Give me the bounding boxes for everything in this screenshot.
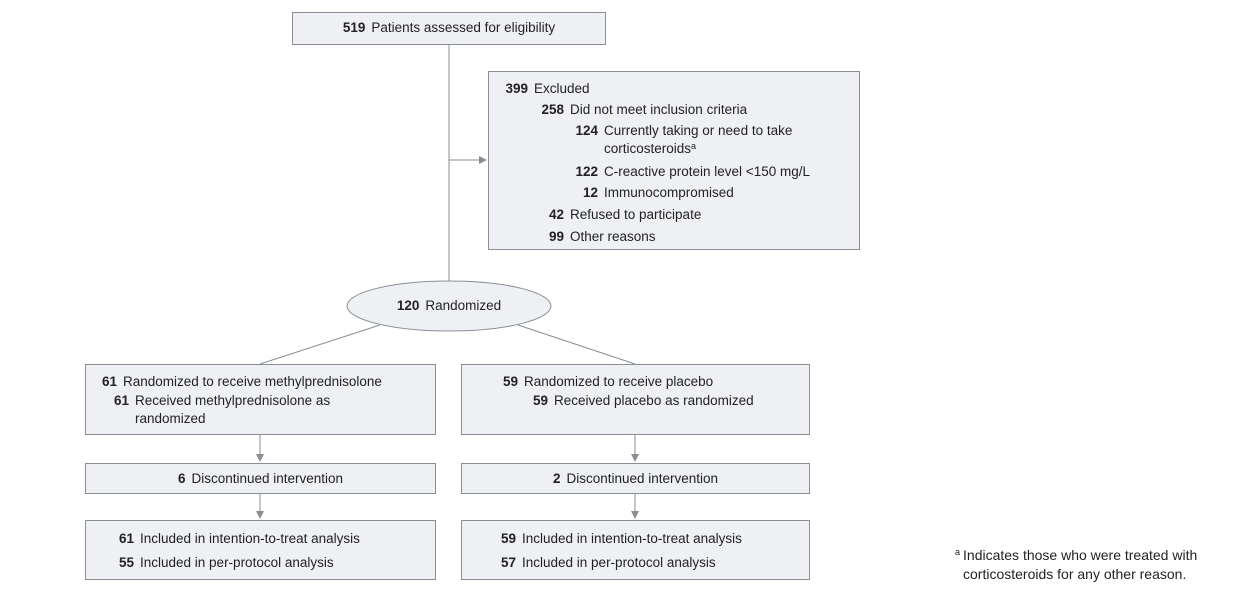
excluded-row: 399 Excluded <box>498 80 590 98</box>
discontinued-row: 2 Discontinued intervention <box>461 470 810 488</box>
label: Discontinued intervention <box>191 471 344 486</box>
count: 6 <box>177 471 186 486</box>
excluded-row: 258 Did not meet inclusion criteria <box>534 101 747 119</box>
assessed-row: 519 Patients assessed for eligibility <box>292 19 606 37</box>
count: 57 <box>500 555 516 570</box>
count: 399 <box>505 81 528 96</box>
label-text: Currently taking or need to take cortico… <box>604 123 793 156</box>
excluded-box <box>488 71 860 250</box>
footnote-mark: a <box>955 547 961 557</box>
analysis-box <box>85 520 436 580</box>
label: Patients assessed for eligibility <box>371 20 556 35</box>
footnote-text: Indicates those who were treated with co… <box>963 547 1198 582</box>
label: C-reactive protein level <150 mg/L <box>604 164 810 179</box>
count: 59 <box>500 531 516 546</box>
connector <box>259 324 381 365</box>
footnote-mark: a <box>691 141 697 151</box>
allocation-box <box>85 364 436 435</box>
excluded-row: 124 Currently taking or need to take cort… <box>568 122 819 158</box>
allocation-row: 61 Received methylprednisolone as randomi… <box>107 392 335 428</box>
assessed-box <box>292 12 606 45</box>
label: Immunocompromised <box>604 185 734 200</box>
count: 61 <box>118 531 134 546</box>
count: 2 <box>552 471 561 486</box>
label: Discontinued intervention <box>566 471 719 486</box>
excluded-row: 122 C-reactive protein level <150 mg/L <box>568 163 810 181</box>
randomized-row: 120 Randomized <box>347 297 551 315</box>
count: 59 <box>532 393 548 408</box>
excluded-row: 42 Refused to participate <box>534 206 701 224</box>
label: Excluded <box>534 81 590 96</box>
count: 122 <box>575 164 598 179</box>
discontinued-row: 6 Discontinued intervention <box>85 470 436 488</box>
connector <box>517 324 636 365</box>
allocation-box <box>461 364 810 435</box>
label: Randomized <box>425 298 502 313</box>
label: Included in per-protocol analysis <box>140 555 334 570</box>
label: Included in per-protocol analysis <box>522 555 716 570</box>
analysis-row: 55 Included in per-protocol analysis <box>112 554 334 572</box>
label: Included in intention-to-treat analysis <box>522 531 742 546</box>
label: Received placebo as randomized <box>554 393 754 408</box>
label: Other reasons <box>570 229 656 244</box>
count: 61 <box>101 374 117 389</box>
label: Received methylprednisolone as randomize… <box>135 393 331 426</box>
label: Included in intention-to-treat analysis <box>140 531 360 546</box>
count: 59 <box>502 374 518 389</box>
excluded-row: 99 Other reasons <box>534 228 656 246</box>
footnote: a Indicates those who were treated with c… <box>955 546 1233 584</box>
analysis-row: 59 Included in intention-to-treat analysi… <box>494 530 742 548</box>
analysis-row: 57 Included in per-protocol analysis <box>494 554 716 572</box>
analysis-row: 61 Included in intention-to-treat analysi… <box>112 530 360 548</box>
label: Refused to participate <box>570 207 702 222</box>
count: 61 <box>113 393 129 408</box>
discontinued-box <box>85 463 436 494</box>
count: 258 <box>541 102 564 117</box>
count: 99 <box>548 229 564 244</box>
allocation-row: 59 Received placebo as randomized <box>526 392 754 410</box>
count: 124 <box>575 123 598 138</box>
excluded-row: 12 Immunocompromised <box>568 184 734 202</box>
randomized-ellipse <box>346 280 552 332</box>
analysis-box <box>461 520 810 580</box>
count: 12 <box>582 185 598 200</box>
allocation-row: 61 Randomized to receive methylprednisolo… <box>95 373 382 391</box>
count: 519 <box>342 20 366 35</box>
label: Currently taking or need to take cortico… <box>604 122 819 158</box>
allocation-row: 59 Randomized to receive placebo <box>496 373 713 391</box>
label: Randomized to receive methylprednisolone <box>123 374 382 389</box>
count: 42 <box>548 207 564 222</box>
count: 120 <box>396 298 420 313</box>
label: Randomized to receive placebo <box>524 374 714 389</box>
count: 55 <box>118 555 134 570</box>
label: Did not meet inclusion criteria <box>570 102 748 117</box>
discontinued-box <box>461 463 810 494</box>
